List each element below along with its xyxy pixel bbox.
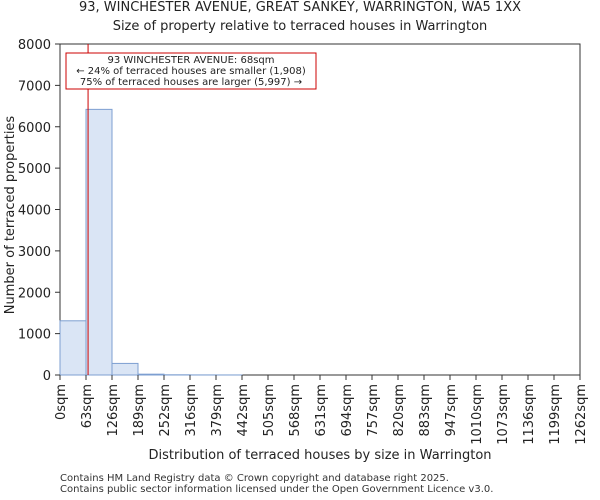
y-tick-label: 3000 [18, 245, 51, 260]
x-axis-ticks: 0sqm 63sqm 126sqm 189sqm 252sqm 316sqm 379sqm 4… [54, 375, 589, 445]
chart-title-subtitle: Size of property relative to terraced ho… [112, 19, 488, 34]
x-tick-label: 442sqm [236, 384, 251, 437]
bar-0sqm [59, 320, 87, 376]
y-tick-label: 8000 [18, 38, 51, 53]
x-tick-label: 1136sqm [522, 384, 537, 445]
y-tick-label: 5000 [18, 162, 51, 177]
x-tick-label: 63sqm [80, 384, 95, 428]
x-tick-label: 252sqm [158, 384, 173, 437]
y-tick-label: 0 [43, 369, 51, 384]
y-axis-title: Number of terraced properties [3, 116, 18, 315]
footer-licence: Contains public sector information licen… [60, 484, 494, 495]
bar-189sqm [137, 373, 165, 376]
y-tick-label: 2000 [18, 286, 51, 301]
y-axis-ticks: 0 1000 2000 3000 4000 5000 6000 7000 8000 [18, 38, 60, 384]
x-tick-label: 0sqm [54, 384, 69, 420]
chart-title-address: 93, WINCHESTER AVENUE, GREAT SANKEY, WAR… [78, 0, 522, 15]
annotation-line-3: 75% of terraced houses are larger (5,997… [80, 77, 302, 88]
x-tick-label: 316sqm [184, 384, 199, 437]
x-tick-label: 757sqm [366, 384, 381, 437]
x-tick-label: 505sqm [262, 384, 277, 437]
x-tick-label: 1199sqm [548, 384, 563, 445]
annotation-box: 93 WINCHESTER AVENUE: 68sqm ← 24% of ter… [65, 52, 317, 90]
x-tick-label: 379sqm [210, 384, 225, 437]
plot-area [59, 43, 581, 376]
bar-63sqm [85, 108, 113, 376]
x-tick-label: 568sqm [288, 384, 303, 437]
x-tick-label: 1262sqm [574, 384, 589, 445]
x-tick-label: 631sqm [314, 384, 329, 437]
x-tick-label: 1073sqm [496, 384, 511, 445]
x-axis-title: Distribution of terraced houses by size … [148, 448, 491, 463]
annotation-line-1: 93 WINCHESTER AVENUE: 68sqm [108, 55, 275, 66]
y-tick-label: 6000 [18, 121, 51, 136]
annotation-line-2: ← 24% of terraced houses are smaller (1,… [76, 66, 306, 77]
x-tick-label: 126sqm [106, 384, 121, 437]
x-tick-label: 189sqm [132, 384, 147, 437]
footer-copyright: Contains HM Land Registry data © Crown c… [60, 473, 449, 484]
y-tick-label: 1000 [18, 328, 51, 343]
x-tick-label: 1010sqm [470, 384, 485, 445]
y-tick-label: 7000 [18, 79, 51, 94]
x-tick-label: 947sqm [444, 384, 459, 437]
x-tick-label: 883sqm [418, 384, 433, 437]
bar-group [59, 108, 243, 376]
bar-126sqm [111, 362, 139, 376]
x-tick-label: 694sqm [340, 384, 355, 437]
x-tick-label: 820sqm [392, 384, 407, 437]
y-tick-label: 4000 [18, 204, 51, 219]
